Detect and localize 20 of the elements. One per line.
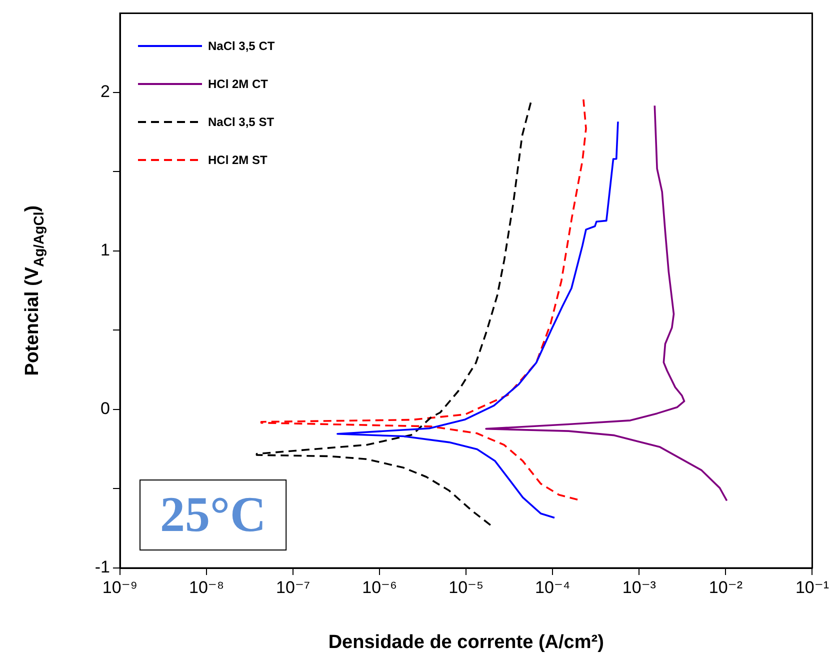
y-tick-label: 2 bbox=[100, 82, 110, 102]
x-tick-label: 10⁻⁷ bbox=[276, 578, 310, 597]
legend-label: NaCl 3,5 ST bbox=[208, 115, 274, 130]
x-axis-title: Densidade de corrente (A/cm²) bbox=[328, 632, 604, 653]
legend-label: HCl 2M ST bbox=[208, 153, 268, 168]
x-tick-label: 10⁻⁸ bbox=[188, 578, 224, 597]
y-tick-label: 1 bbox=[100, 240, 110, 260]
x-tick-label: 10⁻⁹ bbox=[102, 578, 138, 597]
x-tick-label: 10⁻¹ bbox=[795, 578, 830, 597]
x-tick-label: 10⁻⁴ bbox=[535, 578, 570, 597]
x-tick-label: 10⁻³ bbox=[622, 578, 656, 597]
y-tick-label: 0 bbox=[100, 399, 110, 418]
x-tick-label: 10⁻⁶ bbox=[362, 578, 398, 597]
y-tick-label: -1 bbox=[94, 558, 110, 577]
legend-label: NaCl 3,5 CT bbox=[208, 39, 275, 54]
x-tick-label: 10⁻⁵ bbox=[448, 578, 484, 597]
legend-label: HCl 2M CT bbox=[208, 77, 268, 92]
x-tick-label: 10⁻² bbox=[708, 578, 743, 597]
y-axis-title: Potencial (VAg/AgCl) bbox=[22, 205, 47, 376]
annotation: 25°C bbox=[160, 486, 266, 542]
